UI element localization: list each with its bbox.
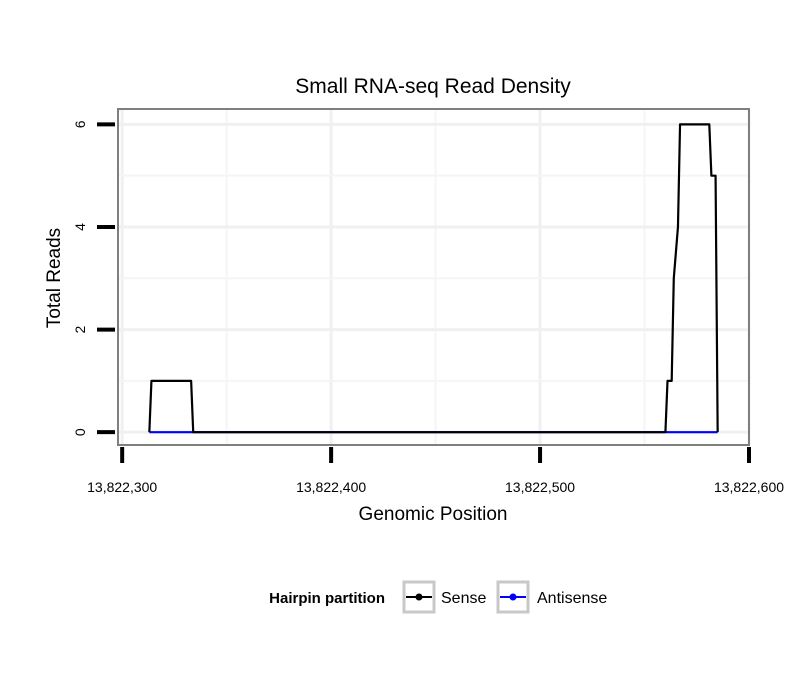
legend: Hairpin partition Sense Antisense: [269, 580, 607, 614]
y-tick-label: 0: [72, 428, 88, 436]
series-line-sense: [148, 123, 719, 434]
y-axis-label: Total Reads: [44, 228, 65, 328]
axis-layer: 13,822,300 13,822,400 13,822,500 13,822,600…: [72, 120, 784, 495]
chart-title: Small RNA-seq Read Density: [295, 75, 571, 98]
legend-key-point-sense: [415, 593, 423, 601]
legend-key-point-antisense: [509, 593, 517, 601]
x-tick-label: 13,822,600: [714, 479, 784, 495]
series-layer: [148, 123, 719, 434]
legend-label-sense: Sense: [441, 590, 486, 607]
y-tick-label: 2: [72, 325, 88, 333]
x-axis-label: Genomic Position: [359, 504, 508, 525]
legend-title: Hairpin partition: [269, 590, 385, 607]
y-tick-label: 6: [72, 120, 88, 128]
x-tick-label: 13,822,300: [87, 479, 157, 495]
y-tick-label: 4: [72, 223, 88, 231]
legend-label-antisense: Antisense: [537, 590, 607, 607]
x-tick-label: 13,822,500: [505, 479, 575, 495]
panel-border: [117, 108, 750, 446]
x-tick-label: 13,822,400: [296, 479, 366, 495]
legend-item-antisense: Antisense: [496, 580, 607, 614]
legend-item-sense: Sense: [402, 580, 486, 614]
grid-layer: [118, 109, 751, 445]
